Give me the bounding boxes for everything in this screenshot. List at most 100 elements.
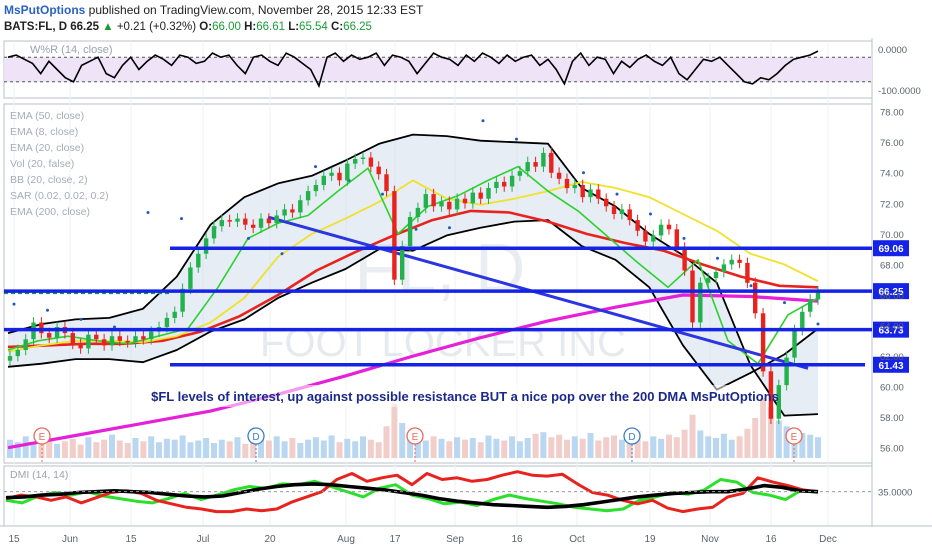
sar-dot (79, 317, 83, 321)
last-price: 66.25 (70, 21, 100, 33)
candle-body (509, 175, 515, 187)
candle-body (533, 162, 538, 167)
volume-bar (61, 441, 68, 458)
x-tick-label: 16 (511, 534, 523, 545)
volume-bar (211, 443, 217, 458)
sar-dot (649, 212, 652, 216)
candle-body (706, 278, 711, 283)
level-tag-label-2: 63.73 (878, 326, 903, 337)
volume-bar (744, 428, 751, 458)
chart-background (0, 38, 932, 550)
price-levels[interactable]: 69.06 66.25 63.73 61.43 (4, 240, 909, 373)
sar-dot (682, 236, 686, 240)
candle-body (439, 201, 444, 207)
sar-dot (280, 252, 284, 256)
candle-body (180, 288, 185, 312)
volume-bar (799, 433, 806, 458)
candle-body (15, 350, 20, 357)
volume-bar (681, 429, 688, 458)
close-label: C: (331, 21, 344, 33)
sar-dot (314, 165, 317, 169)
sar-dot (515, 137, 518, 141)
volume-bar (564, 439, 570, 458)
price-tick-label: 70.00 (880, 230, 904, 241)
volume-bar (273, 436, 280, 458)
dividend-icon (247, 427, 265, 445)
candle-body (596, 189, 601, 199)
price-tick-label: 60.00 (880, 383, 904, 394)
candle-body (808, 299, 813, 312)
candle-body (580, 185, 585, 198)
volume-bar (618, 439, 625, 458)
volume-bar (540, 432, 547, 458)
bb-lower-line (7, 219, 819, 391)
author-name[interactable]: MsPutOptions (4, 3, 86, 17)
volume-bar (46, 440, 53, 458)
volume-bar (485, 435, 492, 458)
sar-dot (716, 256, 719, 260)
bb-area (8, 134, 818, 416)
level-tag-3 (873, 356, 909, 373)
volume-bar (101, 439, 108, 458)
candle-body (737, 259, 742, 263)
candle-body (784, 357, 789, 386)
bollinger-band-fill (8, 134, 818, 416)
sar-dot (113, 325, 116, 329)
volume-bar (265, 440, 272, 458)
sar-dot (615, 192, 619, 196)
earnings-icon (785, 427, 803, 445)
volume-bar (587, 433, 594, 458)
volume-bar (226, 441, 233, 458)
published-text: published on TradingView.com, November 2… (88, 3, 424, 17)
chart-header: MsPutOptions published on TradingView.co… (4, 2, 928, 38)
x-tick-label: Aug (337, 534, 355, 545)
volume-bar (650, 436, 657, 458)
volume-bar (634, 431, 641, 458)
price-tick-label: 76.00 (880, 138, 904, 149)
candle-body (572, 185, 577, 189)
dividend-icon (623, 427, 641, 445)
volume-bar (195, 440, 202, 458)
level-tag-label-1: 66.25 (878, 287, 903, 298)
volume-bar (477, 442, 484, 458)
symbol-label: BATS:FL, D (4, 21, 68, 33)
volume-bar (469, 438, 476, 458)
chart-canvas[interactable]: W%R (14, close) FL, D FOOT LOCKER INC 69… (0, 38, 932, 550)
volume-bar (807, 434, 814, 458)
candle-body (651, 235, 656, 242)
legend-item: EMA (50, close) (10, 110, 84, 122)
x-tick-label: 17 (389, 534, 401, 545)
candle-body (368, 157, 374, 167)
volume-bar (109, 434, 115, 458)
volume-bar (132, 438, 139, 458)
price-tick-label: 72.00 (880, 199, 904, 210)
candle-body (776, 385, 781, 419)
volume-bar (391, 403, 398, 458)
high-label: H: (244, 21, 257, 33)
x-tick-label: Jun (62, 534, 78, 545)
candle-body (525, 162, 530, 172)
volume-bar (116, 440, 123, 458)
earnings-icon (406, 427, 424, 445)
price-pane: FL, D FOOT LOCKER INC 69.06 66.25 63.73 61.… (4, 110, 909, 463)
dmi-pane-label: DMI (14, 14) (10, 469, 68, 481)
candle-body (792, 330, 797, 358)
open-value: 66.00 (212, 21, 241, 33)
ema-200-line (7, 293, 819, 450)
page-bg (0, 38, 932, 550)
candle-body (101, 339, 107, 346)
candle-body (556, 172, 562, 179)
volume-bar (171, 439, 178, 458)
candle-body (604, 198, 609, 207)
candle-body (682, 247, 687, 271)
candle-body (635, 220, 640, 231)
volume-bar (383, 426, 390, 458)
volume-bar (203, 438, 210, 458)
candle-body (313, 185, 319, 192)
sar-dot (146, 211, 150, 214)
x-tick-label: Oct (569, 534, 585, 545)
x-tick-label: Dec (819, 534, 837, 545)
level-tag-label-3: 61.43 (878, 361, 903, 372)
open-label: O: (199, 21, 213, 33)
